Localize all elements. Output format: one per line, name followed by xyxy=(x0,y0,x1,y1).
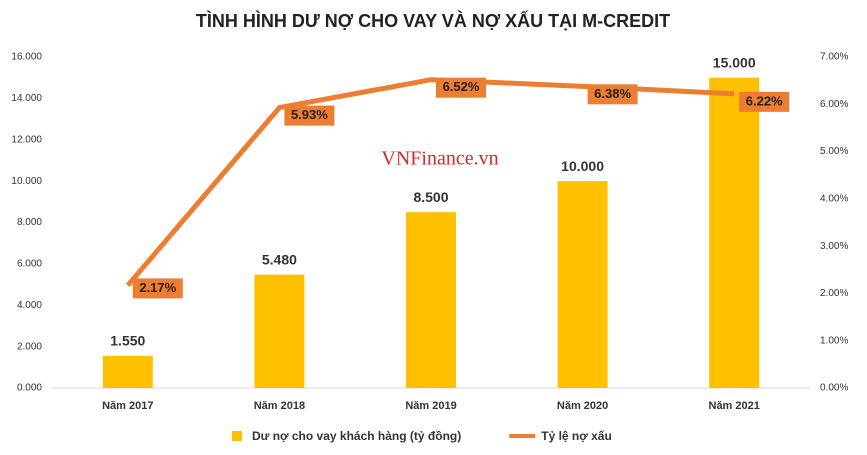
line-value-label: 5.93% xyxy=(284,105,335,126)
watermark: VNFinance.vn xyxy=(381,148,498,170)
bar-value-label: 15.000 xyxy=(713,54,756,70)
y2-tick-label: 2.00% xyxy=(820,288,848,299)
line-value-text: 5.93% xyxy=(291,107,328,122)
y2-tick-label: 5.00% xyxy=(820,146,848,157)
y2-tick-label: 4.00% xyxy=(820,193,848,204)
y2-tick-label: 7.00% xyxy=(820,52,848,63)
y-tick-label: 2.000 xyxy=(17,341,42,352)
y-tick-label: 4.000 xyxy=(17,300,42,311)
bar-value-label: 5.480 xyxy=(262,251,297,267)
line-value-text: 6.22% xyxy=(746,93,783,108)
x-tick-label: Năm 2020 xyxy=(557,400,608,412)
y2-tick-label: 0.00% xyxy=(820,383,848,394)
bar xyxy=(406,212,456,388)
y2-tick-label: 3.00% xyxy=(820,241,848,252)
y2-tick-label: 6.00% xyxy=(820,99,848,110)
y-tick-label: 0.000 xyxy=(17,383,42,394)
label-box xyxy=(587,84,638,105)
bar xyxy=(102,355,153,388)
line-value-text: 6.38% xyxy=(594,86,631,101)
x-tick-label: Năm 2018 xyxy=(254,400,305,412)
line-value-label: 6.38% xyxy=(587,84,638,105)
y-tick-label: 12.000 xyxy=(11,134,42,145)
line-value-label: 2.17% xyxy=(132,278,183,299)
chart-title: TÌNH HÌNH DƯ NỢ CHO VAY VÀ NỢ XẤU TẠI M-… xyxy=(196,10,670,31)
line-value-label: 6.52% xyxy=(436,77,486,98)
label-box xyxy=(284,105,335,126)
bar xyxy=(254,274,305,388)
y-tick-label: 8.000 xyxy=(17,217,42,228)
bar xyxy=(709,77,760,388)
line-value-label: 6.22% xyxy=(739,91,790,112)
label-box xyxy=(739,91,790,112)
y2-tick-label: 1.00% xyxy=(820,335,848,346)
line-value-text: 6.52% xyxy=(443,79,480,94)
bar-value-label: 1.550 xyxy=(110,333,145,349)
bar-value-label: 8.500 xyxy=(413,189,448,205)
y-tick-label: 10.000 xyxy=(11,176,42,187)
legend-label: Tỷ lệ nợ xấu xyxy=(541,429,612,443)
bar xyxy=(557,181,608,388)
x-tick-label: Năm 2019 xyxy=(405,400,456,412)
bar-value-label: 10.000 xyxy=(561,158,604,174)
line-value-text: 2.17% xyxy=(139,280,176,295)
label-box xyxy=(436,77,486,98)
y-tick-label: 6.000 xyxy=(17,259,42,270)
legend-swatch xyxy=(232,431,242,441)
legend-label: Dư nợ cho vay khách hàng (tỷ đồng) xyxy=(252,429,461,443)
label-box xyxy=(132,278,183,299)
x-tick-label: Năm 2021 xyxy=(709,400,760,412)
y-tick-label: 16.000 xyxy=(11,52,42,63)
y-tick-label: 14.000 xyxy=(11,93,42,104)
x-tick-label: Năm 2017 xyxy=(102,400,153,412)
